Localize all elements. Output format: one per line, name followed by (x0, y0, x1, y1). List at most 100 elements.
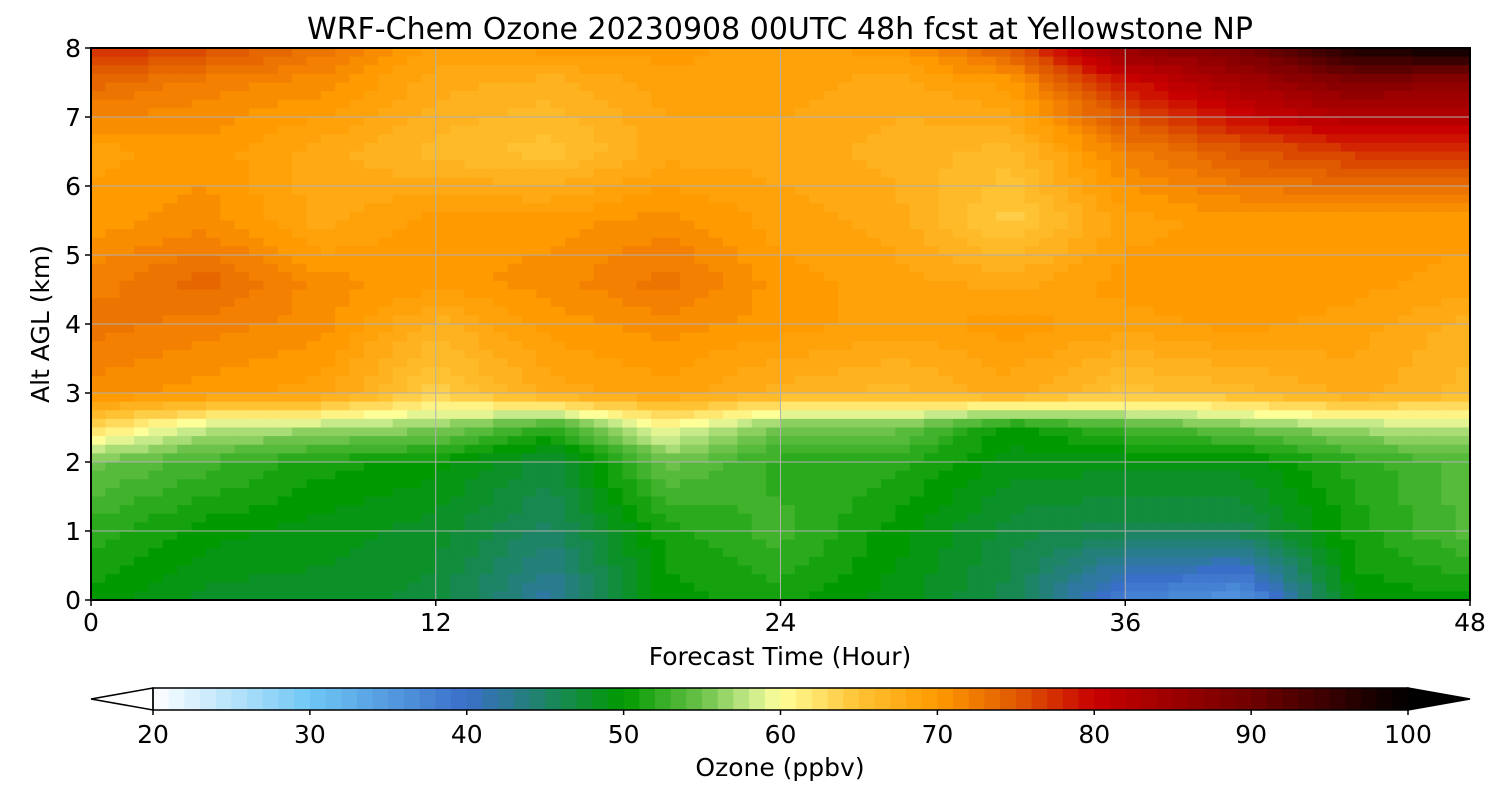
heatmap-cell (952, 91, 968, 101)
heatmap-cell (392, 160, 408, 170)
heatmap-cell (1355, 324, 1371, 334)
heatmap-cell (407, 229, 422, 239)
heatmap-cell (1326, 177, 1342, 187)
heatmap-cell (1426, 263, 1442, 273)
heatmap-cell (521, 48, 537, 58)
heatmap-cell (335, 444, 351, 454)
heatmap-cell (1082, 349, 1098, 360)
heatmap-cell (378, 117, 394, 127)
heatmap-cell (1426, 211, 1442, 222)
heatmap-cell (1455, 160, 1471, 170)
heatmap-cell (1268, 427, 1284, 437)
heatmap-cell (809, 272, 825, 282)
heatmap-cell (780, 375, 796, 385)
heatmap-cell (378, 255, 394, 265)
heatmap-cell (924, 427, 940, 437)
heatmap-cell (148, 444, 164, 454)
heatmap-cell (306, 324, 322, 334)
heatmap-cell (579, 444, 595, 454)
heatmap-cell (1168, 56, 1184, 66)
heatmap-cell (1283, 298, 1299, 308)
heatmap-cell (1412, 151, 1428, 161)
heatmap-cell (1283, 384, 1299, 394)
heatmap-cell (134, 237, 150, 247)
heatmap-cell (981, 65, 997, 75)
heatmap-cell (723, 358, 738, 368)
heatmap-cell (1240, 462, 1256, 472)
heatmap-cell (1067, 125, 1083, 135)
heatmap-cell (981, 160, 997, 170)
heatmap-cell (1125, 125, 1141, 135)
heatmap-cell (450, 203, 466, 213)
heatmap-cell (507, 255, 523, 265)
heatmap-cell (263, 479, 279, 489)
heatmap-cell (1268, 436, 1284, 446)
heatmap-cell (363, 56, 379, 66)
heatmap-cell (435, 341, 451, 351)
heatmap-cell (1153, 280, 1169, 291)
heatmap-cell (1426, 108, 1442, 118)
heatmap-cell (263, 117, 279, 127)
heatmap-cell (378, 479, 394, 489)
heatmap-cell (1067, 410, 1083, 420)
heatmap-cell (780, 306, 796, 316)
heatmap-cell (1082, 220, 1098, 230)
heatmap-cell (737, 341, 753, 351)
heatmap-cell (220, 393, 236, 403)
heatmap-cell (1211, 375, 1227, 385)
heatmap-cell (1010, 410, 1026, 420)
heatmap-cell (665, 229, 681, 239)
heatmap-cell (1010, 117, 1026, 127)
heatmap-cell (450, 332, 466, 342)
heatmap-cell (1326, 203, 1342, 213)
heatmap-cell (1125, 168, 1141, 178)
heatmap-cell (1383, 367, 1399, 377)
heatmap-cell (809, 384, 825, 394)
heatmap-cell (464, 418, 480, 429)
heatmap-cell (794, 255, 810, 265)
heatmap-cell (1340, 453, 1356, 463)
heatmap-cell (1369, 65, 1385, 75)
heatmap-cell (866, 444, 882, 454)
heatmap-cell (579, 168, 595, 178)
heatmap-cell (1225, 367, 1241, 377)
heatmap-cell (1225, 479, 1241, 489)
heatmap-cell (866, 427, 882, 437)
heatmap-cell (981, 332, 997, 342)
heatmap-cell (450, 194, 466, 204)
heatmap-cell (119, 151, 135, 161)
heatmap-cell (1355, 108, 1371, 118)
heatmap-cell (105, 108, 121, 118)
heatmap-cell (1139, 315, 1155, 325)
heatmap-cell (1398, 384, 1414, 394)
heatmap-cell (981, 168, 997, 178)
heatmap-cell (665, 332, 681, 342)
heatmap-cell (679, 220, 695, 230)
heatmap-cell (478, 220, 494, 230)
heatmap-cell (708, 410, 724, 420)
heatmap-cell (1182, 177, 1198, 187)
heatmap-cell (636, 393, 652, 403)
heatmap-cell (751, 375, 767, 385)
heatmap-cell (780, 160, 796, 170)
heatmap-cell (909, 410, 925, 420)
heatmap-cell (521, 220, 537, 230)
heatmap-cell (1326, 237, 1342, 247)
heatmap-cell (234, 117, 250, 127)
heatmap-cell (1053, 462, 1069, 472)
heatmap-cell (277, 341, 293, 351)
heatmap-cell (205, 211, 221, 222)
heatmap-cell (177, 375, 193, 385)
heatmap-cell (1125, 134, 1141, 144)
heatmap-cell (723, 194, 738, 204)
heatmap-cell (751, 160, 767, 170)
heatmap-cell (162, 470, 178, 480)
heatmap-cell (766, 134, 782, 144)
heatmap-cell (1283, 108, 1299, 118)
heatmap-cell (1355, 117, 1371, 127)
heatmap-cell (478, 177, 494, 187)
heatmap-cell (521, 453, 537, 463)
heatmap-cell (148, 324, 164, 334)
heatmap-cell (694, 487, 710, 498)
heatmap-cell (1412, 186, 1428, 196)
